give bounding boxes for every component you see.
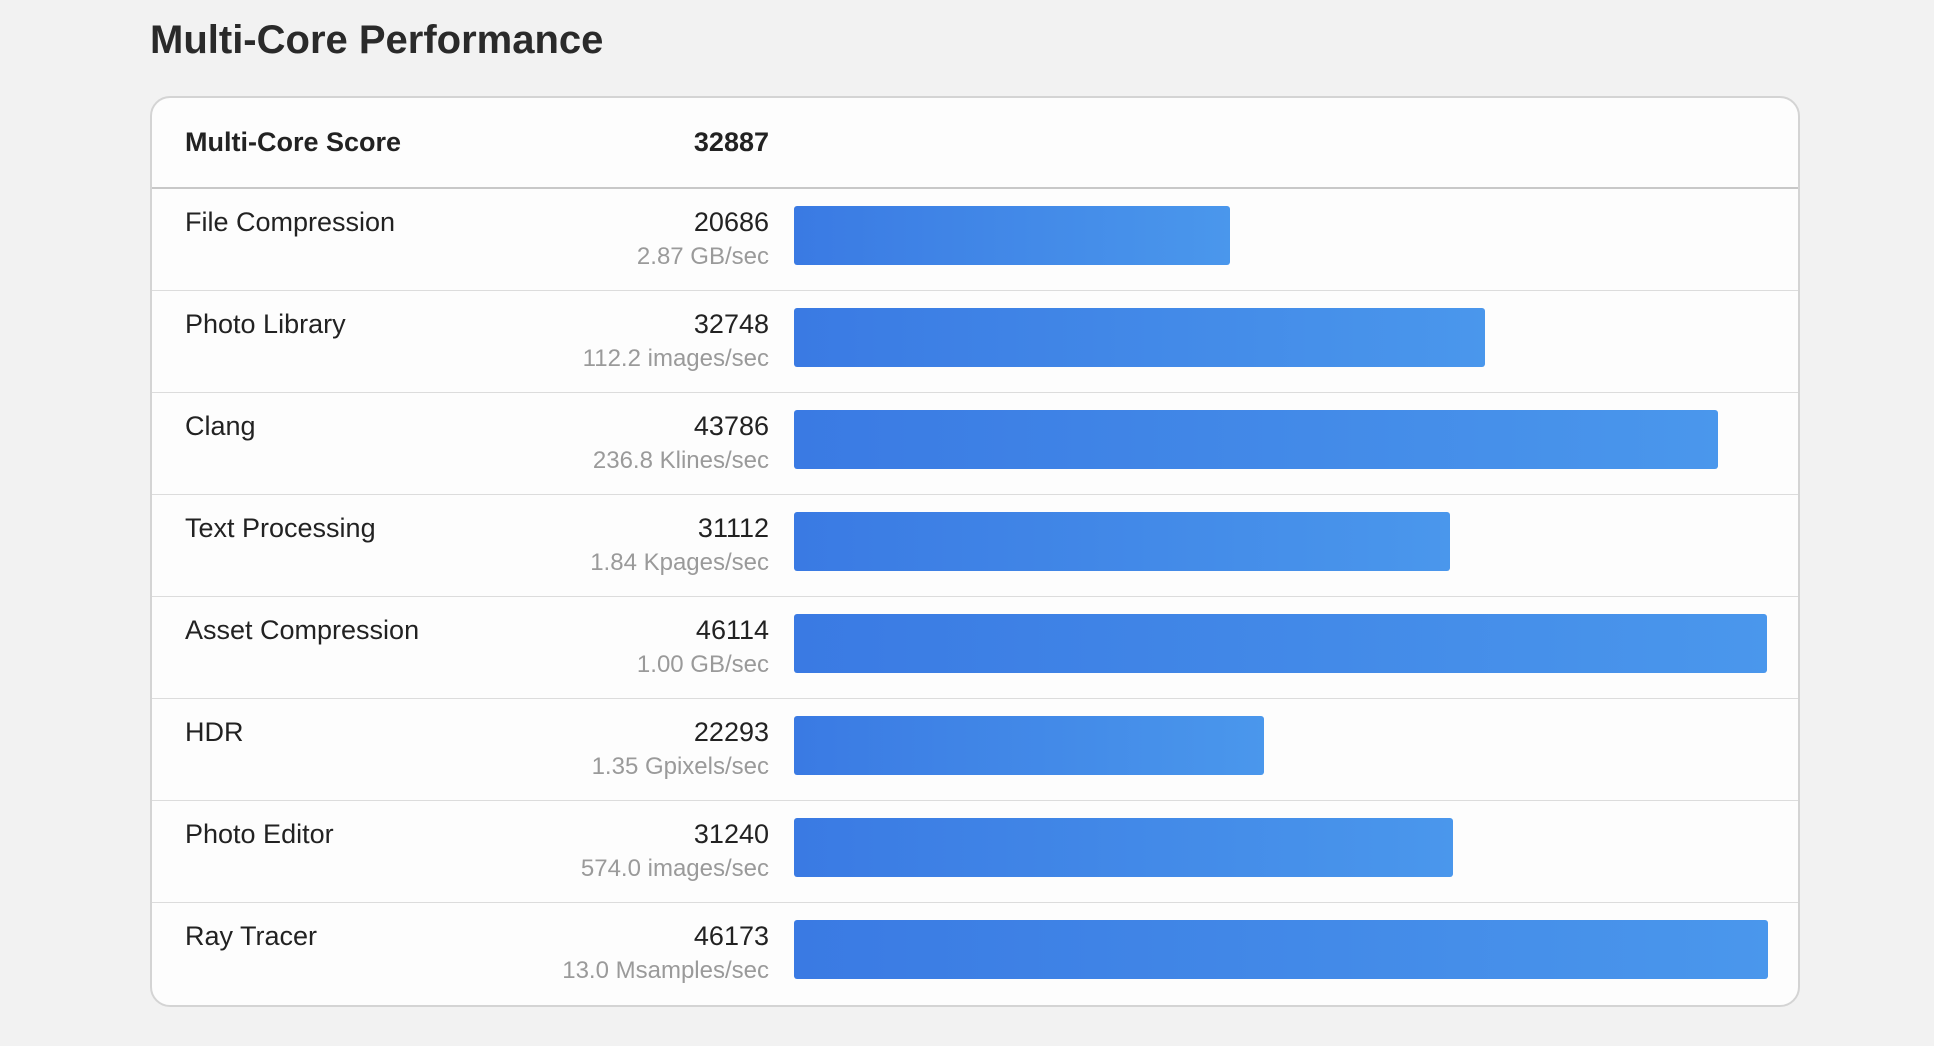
benchmark-score: 31240 — [693, 819, 769, 849]
benchmark-score: 22293 — [693, 717, 769, 747]
page-title: Multi-Core Performance — [150, 18, 604, 62]
benchmark-row: Photo Library 32748 112.2 images/sec — [152, 291, 1798, 393]
benchmark-row: Text Processing 31112 1.84 Kpages/sec — [152, 495, 1798, 597]
benchmark-row: Clang 43786 236.8 Klines/sec — [152, 393, 1798, 495]
score-card: Multi-Core Score 32887 File Compression 2… — [150, 96, 1800, 1007]
benchmark-rate: 13.0 Msamples/sec — [562, 957, 769, 984]
benchmark-rate: 112.2 images/sec — [582, 345, 769, 372]
score-bar — [794, 818, 1453, 877]
benchmark-row: File Compression 20686 2.87 GB/sec — [152, 189, 1798, 291]
benchmark-score: 46114 — [695, 615, 769, 645]
benchmark-name: Photo Editor — [185, 819, 334, 849]
benchmark-score: 31112 — [697, 513, 769, 543]
benchmark-row: Ray Tracer 46173 13.0 Msamples/sec — [152, 903, 1798, 1004]
benchmark-name: Clang — [185, 411, 256, 441]
score-bar — [794, 716, 1265, 775]
header-row: Multi-Core Score 32887 — [152, 98, 1798, 189]
header-label: Multi-Core Score — [185, 127, 402, 157]
benchmark-rate: 1.00 GB/sec — [636, 651, 769, 678]
benchmark-rate: 1.84 Kpages/sec — [590, 549, 769, 576]
benchmark-score: 43786 — [693, 411, 769, 441]
benchmark-score: 20686 — [693, 207, 769, 237]
benchmark-rate: 574.0 images/sec — [580, 855, 769, 882]
benchmark-name: Asset Compression — [185, 615, 420, 645]
benchmark-rate: 2.87 GB/sec — [636, 243, 769, 270]
benchmark-name: HDR — [185, 717, 244, 747]
score-bar — [794, 512, 1451, 571]
score-bar — [794, 920, 1768, 979]
benchmark-rate: 1.35 Gpixels/sec — [591, 753, 769, 780]
benchmark-row: Asset Compression 46114 1.00 GB/sec — [152, 597, 1798, 699]
benchmark-rate: 236.8 Klines/sec — [592, 447, 769, 474]
benchmark-row: HDR 22293 1.35 Gpixels/sec — [152, 699, 1798, 801]
benchmark-name: File Compression — [185, 207, 396, 237]
benchmark-score: 46173 — [693, 921, 769, 951]
benchmark-score: 32748 — [693, 309, 769, 339]
header-score: 32887 — [693, 127, 769, 157]
score-bar — [794, 614, 1767, 673]
score-bar — [794, 308, 1485, 367]
benchmark-name: Text Processing — [185, 513, 376, 543]
score-bar — [794, 410, 1718, 469]
benchmark-row: Photo Editor 31240 574.0 images/sec — [152, 801, 1798, 903]
benchmark-name: Ray Tracer — [185, 921, 318, 951]
benchmark-name: Photo Library — [185, 309, 346, 339]
score-bar — [794, 206, 1231, 265]
